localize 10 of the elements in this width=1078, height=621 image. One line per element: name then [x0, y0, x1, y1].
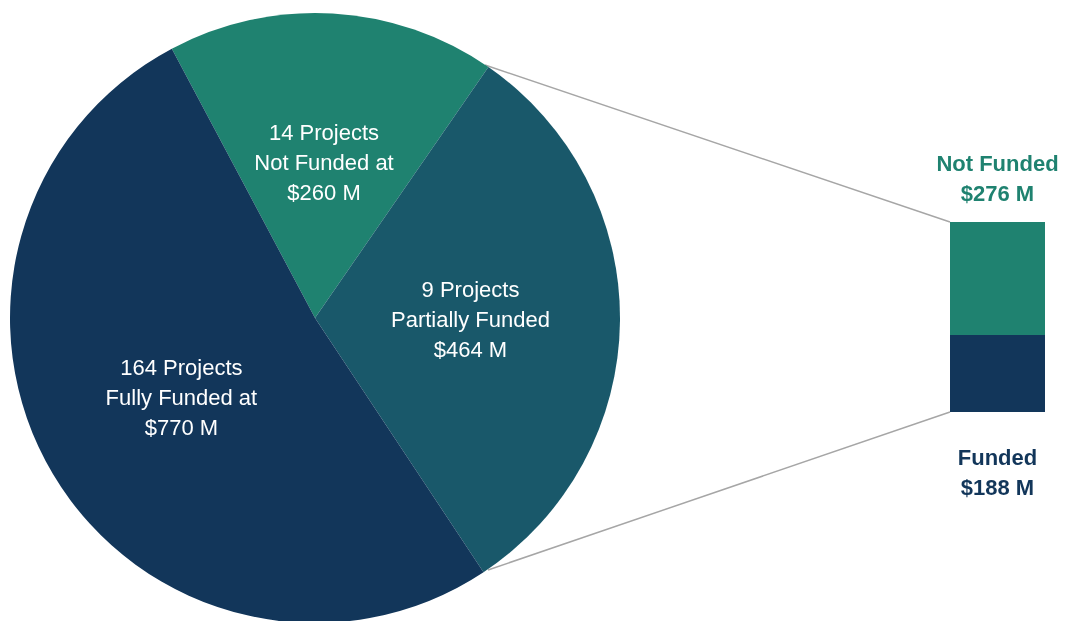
- slice-label: 14 Projects Not Funded at: [254, 120, 394, 176]
- slice-label: 164 Projects Fully Funded at: [105, 355, 258, 411]
- data-label: $464 M: [433, 337, 508, 362]
- text: Not Funded: [936, 150, 1059, 176]
- slice-label: 9 Projects Partially Funded: [391, 277, 550, 332]
- data-label: $260 M: [287, 180, 361, 206]
- data-label: $276 M: [960, 180, 1035, 206]
- data-label: $188 M: [960, 474, 1035, 500]
- series-label: Funded: [957, 444, 1038, 470]
- data-label: $770 M: [144, 415, 219, 441]
